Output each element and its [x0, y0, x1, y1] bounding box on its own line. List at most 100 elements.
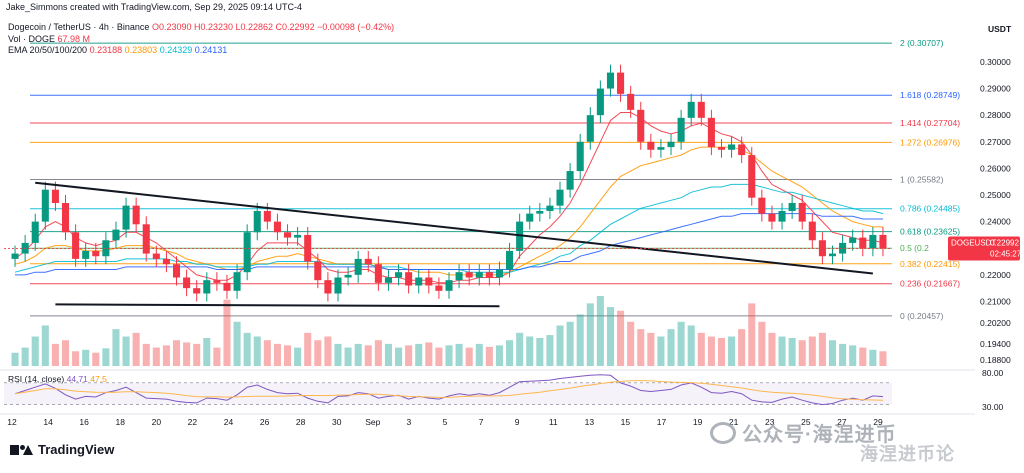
- candle[interactable]: [738, 144, 746, 156]
- candle[interactable]: [637, 109, 645, 142]
- candle[interactable]: [495, 269, 503, 278]
- candle[interactable]: [818, 240, 826, 257]
- price-chart[interactable]: 2 (0.30707) 1.618 (0.28749) 1.414 (0.27704…: [0, 0, 1024, 436]
- candle[interactable]: [596, 88, 604, 116]
- symbol-name[interactable]: Dogecoin / TetherUS · 4h · Binance: [8, 22, 150, 32]
- candle[interactable]: [51, 189, 59, 203]
- candle[interactable]: [667, 141, 675, 148]
- candle[interactable]: [516, 221, 524, 251]
- candle[interactable]: [162, 258, 170, 265]
- candle[interactable]: [556, 189, 564, 206]
- candle[interactable]: [122, 205, 130, 230]
- candle[interactable]: [142, 224, 150, 254]
- candle[interactable]: [294, 234, 302, 238]
- candle[interactable]: [758, 197, 766, 214]
- candle[interactable]: [273, 221, 281, 233]
- candle[interactable]: [859, 237, 867, 249]
- candle[interactable]: [465, 272, 473, 278]
- candle[interactable]: [849, 237, 857, 243]
- candle[interactable]: [566, 171, 574, 190]
- candle[interactable]: [445, 280, 453, 291]
- tradingview-logo[interactable]: TradingView: [10, 442, 114, 457]
- volume-bar: [193, 343, 201, 366]
- candle[interactable]: [415, 277, 423, 286]
- candle[interactable]: [233, 272, 241, 291]
- candle[interactable]: [395, 272, 403, 278]
- candle[interactable]: [152, 253, 160, 259]
- candle[interactable]: [869, 234, 877, 249]
- candle[interactable]: [183, 277, 191, 289]
- time-tick: 19: [693, 417, 703, 427]
- candle[interactable]: [31, 221, 39, 243]
- ema-label[interactable]: EMA 20/50/100/200: [8, 45, 88, 55]
- candle[interactable]: [778, 210, 786, 222]
- candle[interactable]: [717, 147, 726, 150]
- candle[interactable]: [41, 189, 49, 222]
- candle[interactable]: [768, 213, 776, 222]
- candle[interactable]: [677, 117, 685, 142]
- candle[interactable]: [354, 258, 362, 275]
- candle[interactable]: [546, 205, 554, 211]
- candle[interactable]: [11, 253, 19, 259]
- candle[interactable]: [707, 117, 715, 148]
- candle[interactable]: [92, 250, 100, 257]
- candle[interactable]: [455, 272, 463, 281]
- candle[interactable]: [243, 232, 251, 273]
- ema20-value: 0.23188: [89, 45, 123, 55]
- candle[interactable]: [263, 210, 271, 222]
- descending-resistance-trendline[interactable]: [35, 181, 873, 275]
- candle[interactable]: [344, 274, 352, 278]
- candle[interactable]: [475, 272, 483, 278]
- symbol-row: Dogecoin / TetherUS · 4h · Binance O0.23…: [8, 22, 394, 34]
- volume-label[interactable]: Vol · DOGE: [8, 33, 56, 44]
- candle[interactable]: [586, 115, 594, 142]
- horizontal-support-trendline[interactable]: [55, 303, 500, 308]
- candle[interactable]: [687, 101, 695, 118]
- candle[interactable]: [61, 202, 70, 233]
- candle[interactable]: [283, 232, 292, 238]
- candle[interactable]: [627, 93, 635, 110]
- candle[interactable]: [526, 213, 534, 222]
- candle[interactable]: [334, 277, 342, 294]
- candle[interactable]: [72, 232, 80, 259]
- candle[interactable]: [506, 250, 514, 270]
- candle[interactable]: [647, 141, 655, 150]
- volume-bar: [61, 340, 70, 366]
- candle[interactable]: [839, 242, 847, 254]
- candle[interactable]: [576, 141, 584, 172]
- candle[interactable]: [203, 280, 211, 294]
- rsi-label[interactable]: RSI (14, close): [8, 374, 65, 384]
- candle[interactable]: [112, 229, 120, 241]
- candle[interactable]: [172, 264, 181, 278]
- candle[interactable]: [223, 282, 231, 291]
- candle[interactable]: [485, 272, 493, 278]
- candle[interactable]: [879, 234, 887, 249]
- candle[interactable]: [405, 272, 413, 286]
- candle[interactable]: [82, 250, 90, 259]
- candle[interactable]: [748, 155, 756, 198]
- candle[interactable]: [828, 253, 837, 257]
- candle[interactable]: [425, 277, 433, 286]
- candle[interactable]: [374, 264, 382, 283]
- candle[interactable]: [788, 202, 796, 211]
- candle[interactable]: [808, 221, 816, 241]
- candle[interactable]: [798, 202, 806, 222]
- candle[interactable]: [384, 277, 392, 283]
- time-tick: 20: [152, 417, 162, 427]
- candle[interactable]: [728, 144, 736, 150]
- candle[interactable]: [536, 210, 544, 214]
- candle[interactable]: [213, 280, 221, 283]
- candle[interactable]: [697, 101, 705, 118]
- candle[interactable]: [304, 234, 312, 262]
- candle[interactable]: [435, 285, 443, 291]
- candle[interactable]: [617, 72, 625, 94]
- candle[interactable]: [324, 280, 332, 294]
- candle[interactable]: [314, 261, 322, 281]
- candle[interactable]: [253, 210, 261, 233]
- candle[interactable]: [657, 147, 665, 150]
- candle[interactable]: [193, 288, 201, 294]
- candle[interactable]: [606, 72, 615, 89]
- candle[interactable]: [364, 258, 372, 265]
- candle[interactable]: [132, 205, 140, 225]
- current-price-tag[interactable]: [948, 236, 1020, 261]
